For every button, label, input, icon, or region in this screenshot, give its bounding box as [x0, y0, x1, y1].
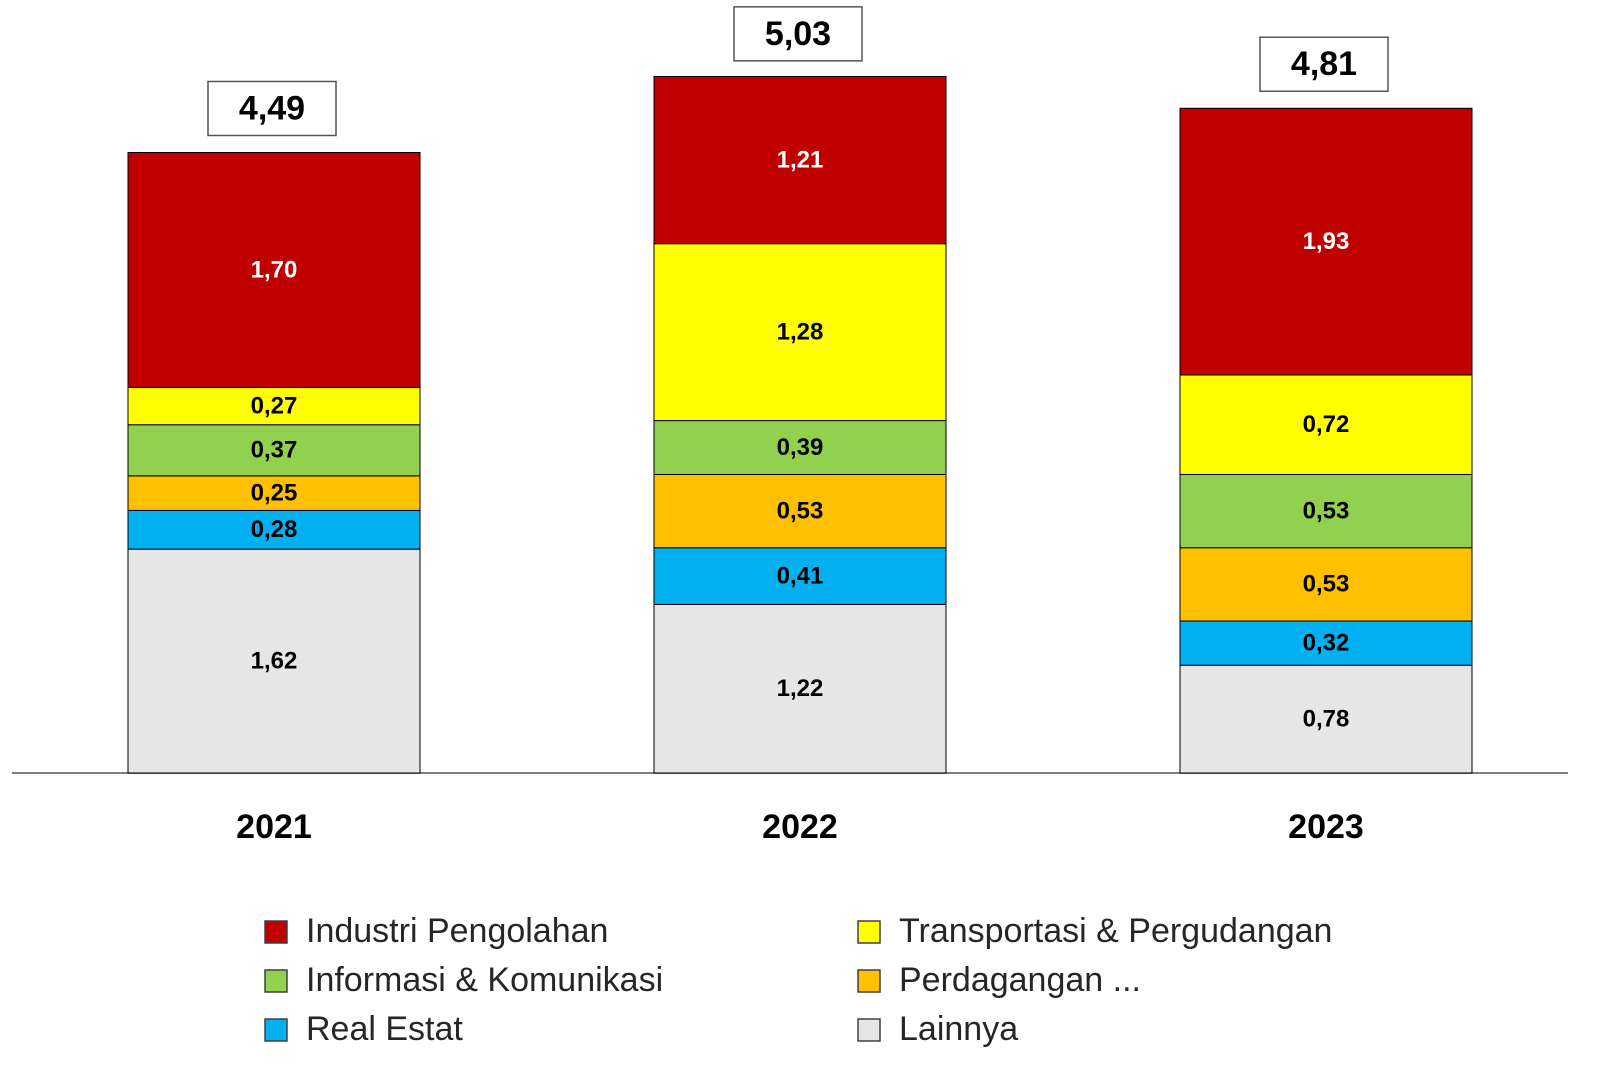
bar-segment — [127, 548, 421, 774]
legend-swatch — [857, 969, 881, 993]
segment-label: 0,72 — [1303, 411, 1350, 438]
legend-label: Industri Pengolahan — [306, 912, 608, 950]
total-box — [207, 80, 337, 137]
segment-label: 0,27 — [251, 392, 298, 419]
segment-label: 0,37 — [251, 437, 298, 464]
segment-label: 1,28 — [777, 318, 824, 345]
segment-label: 0,78 — [1303, 705, 1350, 732]
segment-label: 1,22 — [777, 675, 824, 702]
x-tick-label: 2021 — [236, 808, 312, 846]
bar-segment — [1179, 620, 1473, 666]
total-box — [1259, 36, 1389, 93]
bar-segment — [127, 509, 421, 550]
bar-segment — [653, 603, 947, 774]
legend-label: Transportasi & Pergudangan — [899, 912, 1332, 950]
bar-segment — [653, 473, 947, 549]
segment-label: 1,62 — [251, 647, 298, 674]
bar-segment — [653, 547, 947, 605]
x-tick-label: 2023 — [1288, 808, 1364, 846]
legend-swatch — [857, 920, 881, 944]
legend-swatch — [264, 1018, 288, 1042]
bar-segment — [653, 243, 947, 422]
bar-segment — [1179, 473, 1473, 549]
bar-segment — [127, 424, 421, 477]
bar-segment — [127, 386, 421, 426]
legend-label: Informasi & Komunikasi — [306, 961, 663, 999]
x-tick-label: 2022 — [762, 808, 838, 846]
segment-label: 0,28 — [251, 516, 298, 543]
legend-label: Real Estat — [306, 1010, 463, 1048]
segment-label: 0,53 — [777, 497, 824, 524]
bar-segment — [127, 151, 421, 388]
legend-swatch — [857, 1018, 881, 1042]
segment-label: 0,53 — [1303, 497, 1350, 524]
bar-segment — [1179, 374, 1473, 475]
legend-swatch — [264, 920, 288, 944]
legend-label: Lainnya — [899, 1010, 1018, 1048]
legend-label: Perdagangan ... — [899, 961, 1141, 999]
bar-segment — [1179, 547, 1473, 622]
segment-label: 1,93 — [1303, 228, 1350, 255]
total-label: 4,49 — [239, 89, 305, 127]
total-box — [733, 6, 863, 62]
segment-label: 0,32 — [1303, 629, 1350, 656]
legend-swatch — [264, 969, 288, 993]
total-label: 5,03 — [765, 15, 831, 53]
segment-label: 1,21 — [777, 146, 824, 173]
bar-segment — [653, 420, 947, 475]
total-label: 4,81 — [1291, 45, 1357, 83]
bar-segment — [1179, 107, 1473, 376]
segment-label: 0,39 — [777, 434, 824, 461]
bar-segment — [1179, 664, 1473, 774]
segment-label: 0,25 — [251, 479, 298, 506]
segment-label: 1,70 — [251, 256, 298, 283]
segment-label: 0,53 — [1303, 571, 1350, 598]
segment-label: 0,41 — [777, 562, 824, 589]
bar-segment — [653, 75, 947, 245]
